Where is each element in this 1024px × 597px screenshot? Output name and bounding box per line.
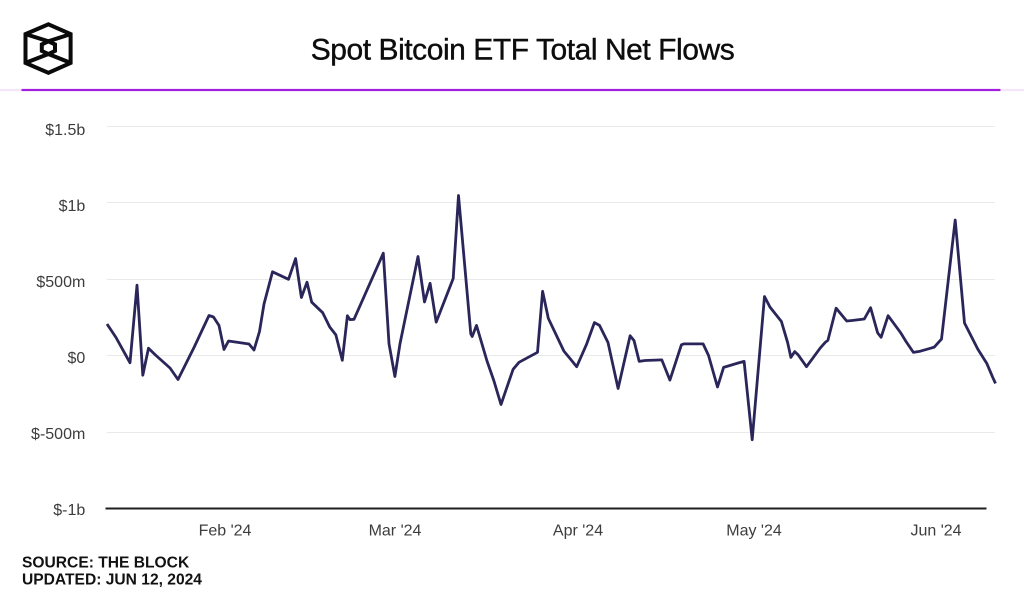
svg-text:$-1b: $-1b — [53, 502, 85, 519]
svg-text:UPDATED: JUN 12, 2024: UPDATED: JUN 12, 2024 — [22, 572, 202, 589]
svg-text:SOURCE: THE BLOCK: SOURCE: THE BLOCK — [22, 555, 190, 572]
svg-text:Apr '24: Apr '24 — [553, 523, 603, 540]
svg-text:Feb '24: Feb '24 — [199, 523, 252, 540]
svg-text:Jun '24: Jun '24 — [910, 523, 961, 540]
svg-text:May '24: May '24 — [726, 523, 782, 540]
svg-text:$1.5b: $1.5b — [45, 122, 85, 139]
svg-text:$-500m: $-500m — [31, 426, 85, 443]
svg-text:Spot Bitcoin ETF Total Net Flo: Spot Bitcoin ETF Total Net Flows — [311, 34, 735, 67]
svg-text:$1b: $1b — [59, 198, 86, 215]
svg-text:$0: $0 — [68, 350, 86, 367]
svg-text:Mar '24: Mar '24 — [369, 523, 422, 540]
svg-text:$500m: $500m — [36, 274, 85, 291]
